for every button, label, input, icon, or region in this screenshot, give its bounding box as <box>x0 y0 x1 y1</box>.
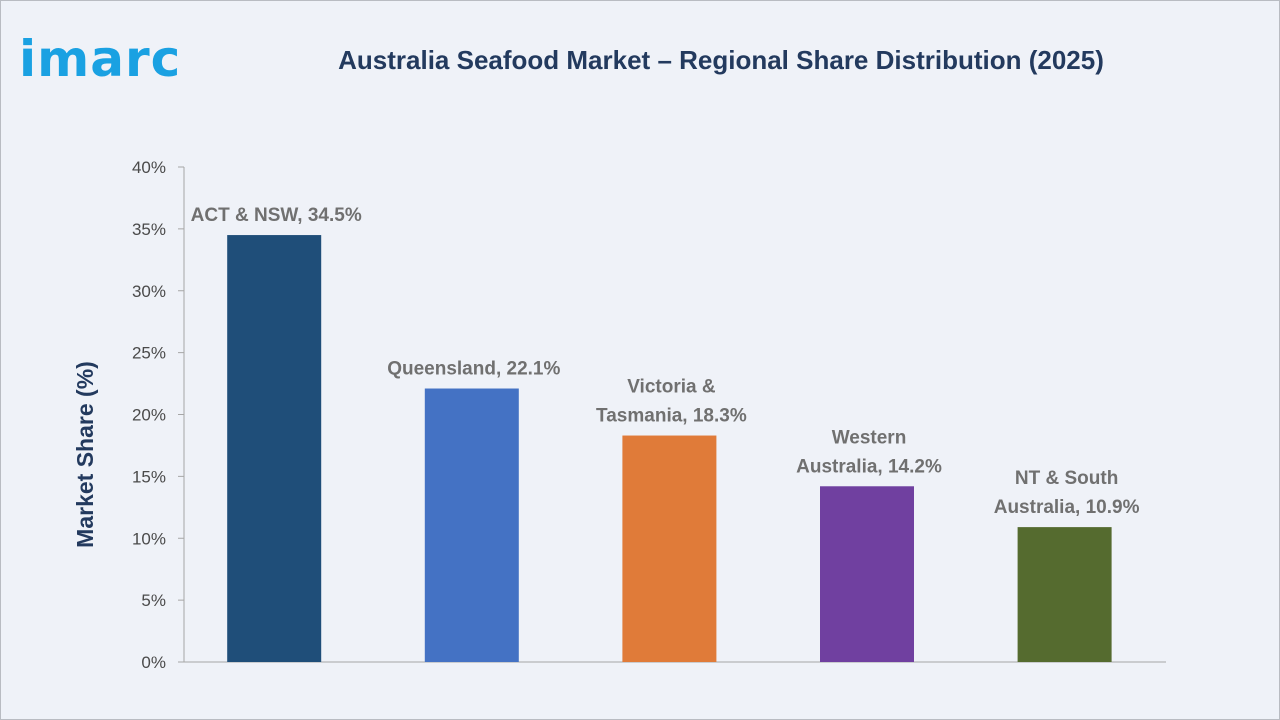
y-tick-label: 10% <box>132 529 166 548</box>
data-label: ACT & NSW, 34.5% <box>191 205 362 226</box>
bar-western-australia <box>820 486 914 662</box>
y-tick-label: 25% <box>132 344 166 363</box>
y-tick-label: 40% <box>132 158 166 177</box>
data-label: Australia, 14.2% <box>796 456 942 477</box>
y-tick-label: 20% <box>132 406 166 425</box>
chart-title: Australia Seafood Market – Regional Shar… <box>338 45 1104 75</box>
data-label: Queensland, 22.1% <box>387 359 560 380</box>
y-tick-label: 0% <box>141 653 166 672</box>
y-tick-label: 5% <box>141 591 166 610</box>
y-tick-label: 35% <box>132 220 166 239</box>
data-label: Tasmania, 18.3% <box>596 406 747 427</box>
y-tick-label: 30% <box>132 282 166 301</box>
y-tick-label: 15% <box>132 467 166 486</box>
bar-nt-south-australia <box>1017 527 1112 662</box>
data-label: Western <box>832 427 907 448</box>
bar-queensland <box>424 388 519 662</box>
imarc-logo: imarc <box>19 30 182 88</box>
bar-act-nsw <box>227 235 322 662</box>
data-label: NT & South <box>1015 468 1118 489</box>
data-label: Victoria & <box>627 377 716 398</box>
data-label: Australia, 10.9% <box>994 497 1140 518</box>
bar-victoria-tasmania <box>622 435 717 662</box>
y-axis-title: Market Share (%) <box>72 361 98 548</box>
